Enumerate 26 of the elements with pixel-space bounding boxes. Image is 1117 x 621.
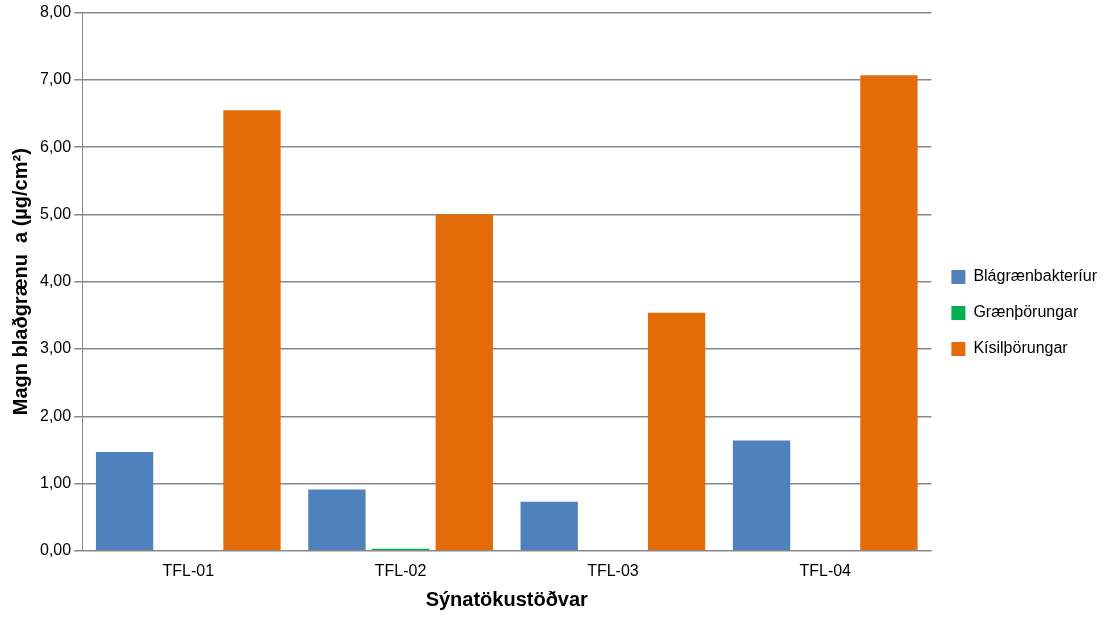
y-axis-title: Magn blaðgrænu a (µg/cm²) [8, 148, 31, 416]
legend-label: Kísilþörungar [973, 339, 1069, 357]
bar [223, 110, 281, 551]
y-tick-label: 0,00 [40, 541, 72, 559]
y-tick-label: 7,00 [40, 70, 72, 88]
bar [308, 489, 366, 551]
x-tick-label: TFL-02 [374, 561, 427, 579]
x-tick-label: TFL-03 [587, 561, 639, 579]
y-tick-label: 3,00 [40, 339, 72, 357]
x-tick-label: TFL-04 [799, 561, 852, 579]
bar [732, 440, 791, 551]
y-tick-label: 1,00 [40, 473, 72, 491]
y-tick-label: 5,00 [40, 204, 72, 222]
bar [435, 214, 493, 551]
x-axis-title: Sýnatökustöðvar [425, 587, 589, 610]
bar [860, 75, 918, 551]
bar [520, 501, 578, 551]
bar [647, 312, 706, 551]
bar [95, 451, 154, 551]
x-tick-label: TFL-01 [162, 561, 215, 579]
legend-label: Grænþörungar [973, 303, 1079, 321]
y-tick-label: 6,00 [40, 137, 72, 155]
y-tick-label: 2,00 [40, 406, 72, 424]
y-tick-label: 4,00 [40, 272, 72, 290]
legend-label: Blágrænbakteríur [973, 267, 1098, 285]
y-tick-label: 8,00 [40, 3, 72, 21]
